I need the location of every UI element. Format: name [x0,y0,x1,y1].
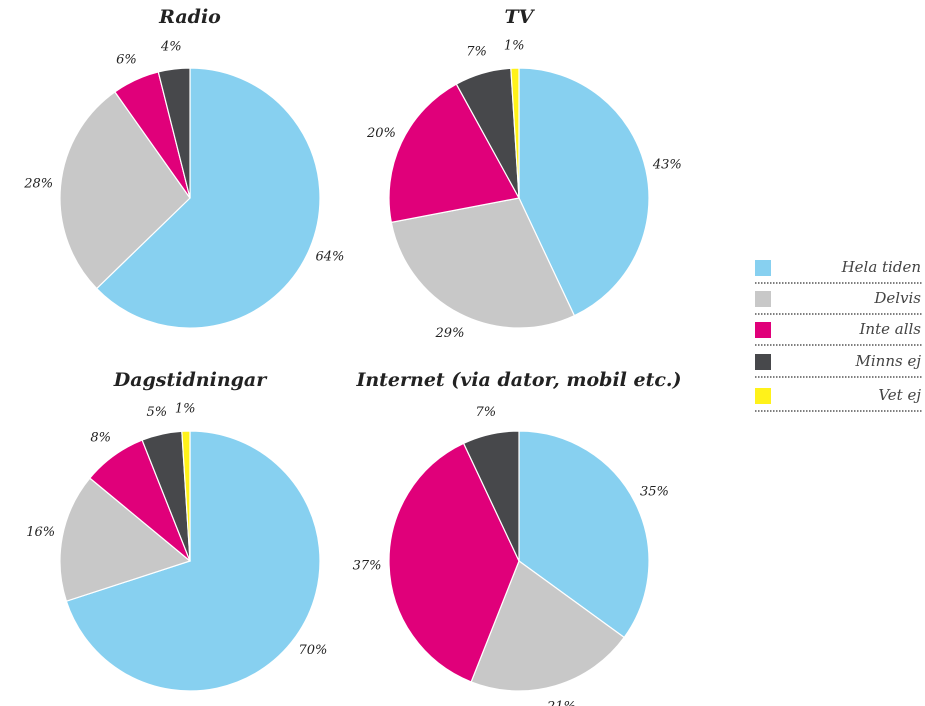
legend-swatch [755,260,771,276]
chart-title: Dagstidningar [113,369,268,391]
pie-slice [510,67,520,199]
legend-label: Hela tiden [841,258,921,276]
pie-slice [59,91,191,290]
data-label: 8% [90,431,111,446]
data-label: 16% [26,525,55,540]
data-label: 28% [23,176,53,191]
legend-swatch [755,322,771,338]
legend-label: Inte alls [859,320,922,338]
data-label: 5% [147,405,168,420]
data-label: 1% [504,39,525,54]
pie-slice [518,67,650,317]
data-label: 7% [476,405,497,420]
data-label: 6% [116,52,137,67]
pie-slice [157,67,191,199]
legend-label: Delvis [873,289,921,307]
data-label: 1% [175,402,196,417]
data-label: 37% [353,558,382,573]
chart-title: TV [505,6,536,28]
pie-slice [518,430,650,639]
pie-slice [388,442,520,683]
data-label: 35% [640,484,669,499]
pie-slice [388,83,520,224]
data-label: 21% [546,699,576,706]
chart-title: Radio [158,6,221,28]
legend-swatch [755,291,771,307]
pie-slice [65,430,321,692]
data-label: 4% [160,40,182,55]
data-label: 20% [366,126,396,141]
pie-slice [95,67,321,329]
legend-label: Vet ej [878,386,921,404]
data-label: 64% [316,250,345,265]
pie-slice [181,430,191,562]
pie-slice [59,477,192,602]
pie-slice [390,197,576,329]
pie-slice [470,560,626,692]
data-label: 70% [299,643,328,658]
legend-label: Minns ej [855,352,922,370]
legend-swatch [755,354,771,370]
data-label: 29% [435,326,465,341]
legend-swatch [755,388,771,404]
data-label: 43% [652,157,682,172]
data-label: 7% [466,45,487,60]
pie-slice [462,430,520,562]
chart-title: Internet (via dator, mobil etc.) [355,369,681,391]
